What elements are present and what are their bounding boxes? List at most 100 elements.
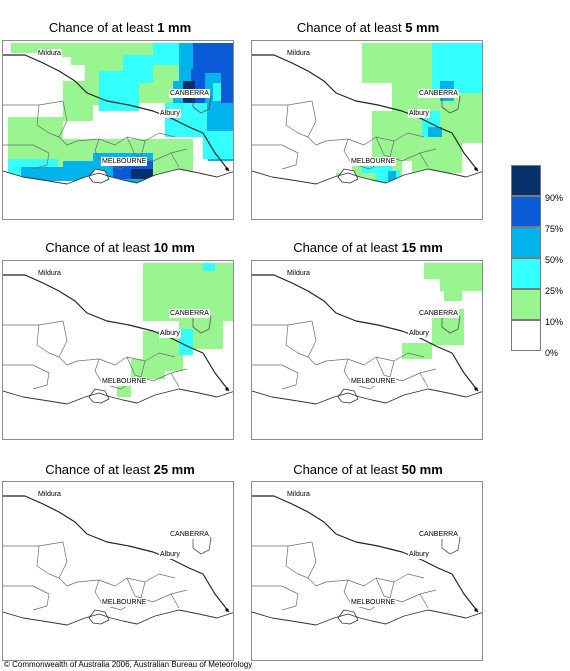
probability-cell bbox=[63, 81, 93, 121]
district-boundary bbox=[3, 541, 64, 547]
panel-title-15mm: Chance of at least 15 mm bbox=[293, 240, 443, 255]
port-phillip-bay bbox=[338, 389, 358, 403]
district-boundary bbox=[140, 360, 146, 378]
map-canvas bbox=[252, 43, 482, 219]
legend-swatch-75 bbox=[511, 196, 541, 227]
map-canvas bbox=[3, 495, 233, 660]
port-phillip-bay bbox=[338, 169, 358, 183]
district-boundary bbox=[375, 577, 437, 603]
district-boundary bbox=[252, 100, 313, 106]
state-border-east bbox=[202, 573, 230, 613]
district-boundary bbox=[126, 356, 188, 382]
map-canvas bbox=[3, 43, 233, 219]
town-label-albury: Albury bbox=[408, 550, 430, 559]
sea-area bbox=[3, 610, 233, 660]
bay-outline bbox=[88, 388, 110, 404]
town-label-canberra: CANBERRA bbox=[418, 89, 459, 98]
town-label-mildura: Mildura bbox=[286, 269, 311, 278]
state-border bbox=[3, 495, 204, 575]
town-label-canberra: CANBERRA bbox=[169, 89, 210, 98]
port-phillip-bay bbox=[89, 169, 109, 183]
legend-swatch-10 bbox=[511, 289, 541, 320]
probability-cell bbox=[21, 167, 81, 181]
town-label-mildura: Mildura bbox=[286, 49, 311, 58]
district-boundary bbox=[3, 585, 50, 611]
probability-cell bbox=[402, 343, 432, 359]
legend-swatch-25 bbox=[511, 258, 541, 289]
legend-label-90: 90% bbox=[545, 193, 564, 203]
legend-swatch-50 bbox=[511, 227, 541, 258]
probability-cell bbox=[412, 141, 462, 173]
district-boundary bbox=[36, 545, 60, 579]
port-phillip-bay bbox=[338, 610, 358, 624]
legend-label-0: 0% bbox=[545, 348, 559, 358]
district-boundary bbox=[170, 372, 180, 388]
probability-cell bbox=[362, 43, 428, 83]
town-label-melbourne: MELBOURNE bbox=[350, 377, 397, 386]
town-label-albury: Albury bbox=[408, 109, 430, 118]
district-boundary bbox=[307, 320, 327, 366]
district-boundary bbox=[252, 585, 299, 611]
town-label-melbourne: MELBOURNE bbox=[350, 598, 397, 607]
map-50mm: Mildura CANBERRA Albury MELBOURNE bbox=[251, 481, 483, 661]
district-boundary bbox=[170, 593, 180, 609]
gabo-island-marker bbox=[225, 167, 229, 171]
legend-label-25: 25% bbox=[545, 286, 564, 296]
gabo-island-marker bbox=[225, 608, 229, 612]
map-10mm: Mildura CANBERRA Albury MELBOURNE bbox=[2, 260, 234, 440]
district-boundary bbox=[325, 573, 425, 587]
district-boundary bbox=[252, 320, 313, 326]
state-border-east bbox=[451, 352, 479, 392]
bay-outline bbox=[337, 168, 359, 184]
map-canvas bbox=[3, 263, 233, 439]
panel-title-50mm: Chance of at least 50 mm bbox=[293, 462, 443, 477]
town-label-mildura: Mildura bbox=[37, 490, 62, 499]
state-border-east bbox=[202, 132, 230, 172]
probability-cell bbox=[179, 329, 193, 355]
coastline bbox=[3, 609, 233, 626]
bay-outline bbox=[337, 388, 359, 404]
map-25mm: Mildura CANBERRA Albury MELBOURNE bbox=[2, 481, 234, 661]
district-boundary bbox=[419, 593, 429, 609]
map-1mm: Mildura CANBERRA Albury MELBOURNE bbox=[2, 40, 234, 220]
district-boundary bbox=[419, 372, 429, 388]
probability-cell bbox=[388, 171, 396, 181]
state-border bbox=[3, 274, 204, 354]
coastline bbox=[3, 168, 233, 185]
district-boundary bbox=[285, 104, 309, 138]
sea-area bbox=[252, 389, 482, 439]
coastline bbox=[252, 609, 482, 626]
legend-label-75: 75% bbox=[545, 224, 564, 234]
state-border bbox=[252, 54, 453, 134]
state-border bbox=[252, 274, 453, 354]
probability-cell bbox=[71, 43, 101, 65]
district-boundary bbox=[3, 364, 50, 390]
probability-cell bbox=[99, 71, 139, 111]
legend-label-10: 10% bbox=[545, 317, 564, 327]
town-label-canberra: CANBERRA bbox=[418, 309, 459, 318]
port-phillip-bay bbox=[89, 389, 109, 403]
probability-cell bbox=[432, 43, 482, 93]
town-label-mildura: Mildura bbox=[37, 49, 62, 58]
probability-cell bbox=[428, 127, 442, 137]
copyright-notice: © Commonwealth of Australia 2006, Austra… bbox=[4, 660, 253, 669]
gabo-island-marker bbox=[474, 387, 478, 391]
bay-outline bbox=[88, 168, 110, 184]
district-boundary bbox=[140, 581, 146, 599]
district-boundary bbox=[126, 136, 188, 162]
legend-swatch-90 bbox=[511, 165, 541, 196]
legend-swatch-0 bbox=[511, 320, 541, 351]
town-label-canberra: CANBERRA bbox=[418, 530, 459, 539]
state-border-east bbox=[202, 352, 230, 392]
state-border-east bbox=[451, 573, 479, 613]
district-boundary bbox=[58, 320, 78, 366]
panel-title-1mm: Chance of at least 1 mm bbox=[48, 20, 192, 35]
map-5mm: Mildura CANBERRA Albury MELBOURNE bbox=[251, 40, 483, 220]
district-boundary bbox=[58, 541, 78, 587]
legend-label-50: 50% bbox=[545, 255, 564, 265]
probability-cell bbox=[131, 359, 165, 379]
probability-cell bbox=[440, 275, 482, 291]
map-canvas bbox=[252, 263, 482, 439]
port-phillip-bay bbox=[89, 610, 109, 624]
district-boundary bbox=[126, 577, 188, 603]
